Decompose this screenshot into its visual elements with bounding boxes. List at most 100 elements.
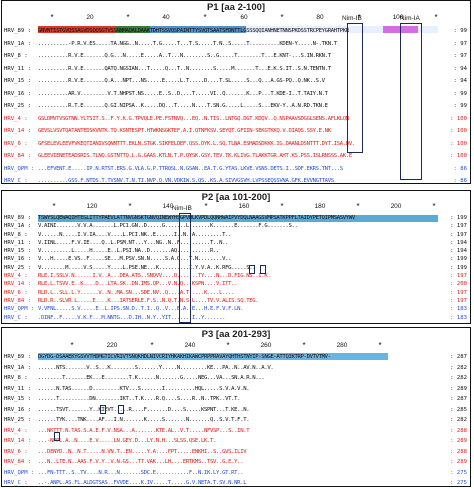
end-position: : 100 <box>450 128 467 134</box>
amino-acid-sequence: ..........R.V.E.......Q.G...N.....E.....… <box>38 53 331 59</box>
ruler-star: * <box>280 13 284 22</box>
sequence-row: HRV_4 : RLE.I.SSLV.N......I.V..A...DEA.AT… <box>2 272 470 280</box>
end-position: : 288 <box>450 427 467 434</box>
end-position: : 194 <box>450 239 467 246</box>
end-position: : 275 <box>450 480 467 486</box>
amino-acid-sequence: GNVNTISTGVQSSAGVDSQQSGTVSSNNMAQALDAAKTDH… <box>38 28 349 34</box>
ruler-star: * <box>280 202 284 211</box>
panel-title: P1 [aa 2-100] <box>206 2 266 13</box>
sequence-row: HRV_11 : ......N.TAS......D.........KTV..… <box>2 384 470 395</box>
ruler-star: * <box>203 13 207 22</box>
amino-acid-sequence: .DINF..F.....V.K.F...M.NNTG...D.IH..N.Y.… <box>38 314 226 321</box>
strain-label: HRV_15 : <box>4 248 31 255</box>
ruler-number: 40 <box>162 14 170 21</box>
sequence-row: HRV_84 : RLD.R..SLVR.L.....E....K...IATSE… <box>2 297 470 305</box>
amino-acid-sequence: ...FN-TTT..S..TV....N.R...N.......SDC.E.… <box>38 469 244 476</box>
end-position: : 197 <box>450 297 467 304</box>
ruler-star: * <box>432 202 436 211</box>
end-position: : 287 <box>450 396 467 402</box>
sequence-row: HRV_11 : V.IINL.....F.V.IE....Q..L.PSM.NT… <box>2 239 470 247</box>
position-ruler: * 20 * 40 * 60 * 80 * 100 * <box>2 13 470 24</box>
sequence-row: HRV_11 : ..........R.V.E.......QATQ.NGSIA… <box>2 63 470 76</box>
end-position: : 282 <box>450 375 467 381</box>
end-position: : 86 <box>453 178 467 184</box>
ruler-star: * <box>434 13 438 22</box>
amino-acid-sequence: ......TSVT.......Y..KIEVT.....R....F....… <box>38 406 250 413</box>
sequence-rows: HRV_89 : TSWYSLQEWAQIHTEGLITTYPAEVLATTNVG… <box>2 214 470 322</box>
amino-acid-sequence: ..........R.V.E.......Q.A...NPT...NS....… <box>38 78 325 84</box>
end-position: : 100 <box>450 153 467 159</box>
nim-site-label: Nim-IB <box>172 205 192 212</box>
sequence-row: HRV_16 : ..........AR.V.........V.T.NHPST… <box>2 88 470 101</box>
strain-label: HRV_4 : <box>4 115 28 122</box>
strain-label: HRV_16 : <box>4 406 31 413</box>
strain-label: HRV_6 : <box>4 140 28 147</box>
site-box <box>400 23 422 180</box>
amino-acid-sequence: ..-.ANPL.AS.FL.ALDGTSAS..FVVDE....K.IV..… <box>38 480 247 486</box>
strain-label: HRV_C : <box>4 480 28 486</box>
end-position: : 94 <box>453 78 467 84</box>
amino-acid-sequence: GLEEVIENETEADSRIS.TLNQ.GSTNTTQ.L.G.GAAS.… <box>38 153 352 159</box>
sequence-row: HRV_8 : ........T.......EK...E........T.K… <box>2 373 470 384</box>
strain-label: HRV_84 : <box>4 153 31 159</box>
alignment-panel: P3 [aa 201-293] * 220 * 240 * 260 * 280 * HRV_89 :… <box>1 327 471 487</box>
sequence-row: HRV_14 : GEVSLVSVTQATANTEDSKVNTK.TQ.KSNTE… <box>2 125 470 138</box>
end-position: : 275 <box>450 469 467 476</box>
strain-label: HRV_89 : <box>4 215 31 221</box>
end-position: : 199 <box>450 264 467 271</box>
panel-title: P3 [aa 201-293] <box>201 329 271 340</box>
amino-acid-sequence: V.IINL.....F.V.IE....Q..L.PSM.NT...Y...N… <box>38 239 229 246</box>
alignment-panel: P2 [aa 101-200] Nim-IB * 120 * 140 * 160 * 180 * 20… <box>1 190 471 324</box>
amino-acid-sequence: ........T.......EK...E........T.K......N… <box>38 375 265 381</box>
site-box <box>249 265 255 274</box>
ruler-number: 220 <box>106 342 118 349</box>
strain-label: HRV_1A : <box>4 40 31 47</box>
sequence-row: HRV_25 : ..........R.T.E.......Q.GI.NIPSA… <box>2 100 470 113</box>
strain-label: HRV_8 : <box>4 53 28 59</box>
end-position: : 100 <box>450 115 467 122</box>
sequence-row: HRV_4 : ...NKTTT.N.TAS.S.A.E.F.V.NSA...A.… <box>2 426 470 437</box>
sequence-row: HRV_15 : ......T..........DN........IKT..… <box>2 394 470 405</box>
ruler-star: * <box>70 341 74 350</box>
amino-acid-sequence: ..........R.T.E.......Q.GI.NIPSA..K.....… <box>38 103 328 109</box>
strain-label: HRV_84 : <box>4 459 31 465</box>
ruler-number: 240 <box>184 342 196 349</box>
amino-acid-sequence: RLE.L.TSVV.E..K....D...LTA.SK..DN.IMS.QP… <box>38 281 238 288</box>
sequence-row: HRV_C : ..-.ANPL.AS.FL.ALDGTSAS..FVVDE...… <box>2 478 470 486</box>
sequence-row: HRV_1A : ......NTS.......V..S...K........… <box>2 363 470 374</box>
amino-acid-sequence: ......T..........DN........IKT..T.K....R… <box>38 396 241 402</box>
amino-acid-sequence: V.VFNL.....S.V.....E..L.IPS.SN.D..T.I..Q… <box>38 306 244 313</box>
end-position: : 289 <box>450 438 467 444</box>
end-position: : 100 <box>450 140 467 147</box>
amino-acid-sequence: ......N.TAS......D.........KTV...S......… <box>38 385 250 392</box>
amino-acid-sequence: GEVSLVSVTQATANTEDSKVNTK.TQ.KSNTESPT.HTWK… <box>38 128 331 134</box>
strain-label: HRV_11 : <box>4 239 31 246</box>
sequence-row: HRV_89 : TSWYSLQEWAQIHTEGLITTYPAEVLATTNVG… <box>2 214 470 222</box>
amino-acid-sequence: RLE.I.SSLV.N......I.V..A...DEA.ATS..SNQV… <box>38 273 271 280</box>
sequence-row: HRV_1A : ..........-P.R.V.ES.....TA.NGG..… <box>2 38 470 51</box>
end-position: : 288 <box>450 448 467 455</box>
ruler-star: * <box>126 13 130 22</box>
ruler-star: * <box>302 341 306 350</box>
ruler-number: 140 <box>162 203 174 210</box>
end-position: : 197 <box>450 231 467 238</box>
amino-acid-sequence: ......NTS.......V..S...K........S.......… <box>38 364 274 371</box>
sequence-row: HRV_C : ..........GSS.F.NTDS.T.TVSNV.T.N.… <box>2 175 470 184</box>
ruler-star: * <box>50 13 54 22</box>
amino-acid-sequence: ...NKTTT.N.TAS.S.A.E.F.V.NSA...A.......K… <box>38 427 250 434</box>
position-ruler: * 120 * 140 * 160 * 180 * 200 * <box>2 202 470 213</box>
strain-label: HRV_25 : <box>4 417 31 423</box>
strain-label: HRV_11 : <box>4 385 31 392</box>
consensus-highlight <box>246 26 383 33</box>
ruler-star: * <box>357 13 361 22</box>
site-box <box>260 265 266 274</box>
strain-label: HRV_6 : <box>4 448 28 455</box>
ruler-star: * <box>378 341 382 350</box>
strain-label: HRV_89 : <box>4 28 31 34</box>
ruler-star: * <box>226 341 230 350</box>
sequence-row: HRV_QPM : V.VFNL.....S.V.....E..L.IPS.SN.… <box>2 305 470 313</box>
strain-label: HRV_QPM : <box>4 469 35 476</box>
strain-label: HRV_8 : <box>4 375 28 381</box>
amino-acid-sequence: GFSELEVLEEVFVKEQTIANIVSQNNTTT.EKLN.STGK.… <box>38 140 355 147</box>
sequence-row: HRV_84 : ...N..LTE.N..AAS.F.V.Y..V.N.GS..… <box>2 457 470 468</box>
